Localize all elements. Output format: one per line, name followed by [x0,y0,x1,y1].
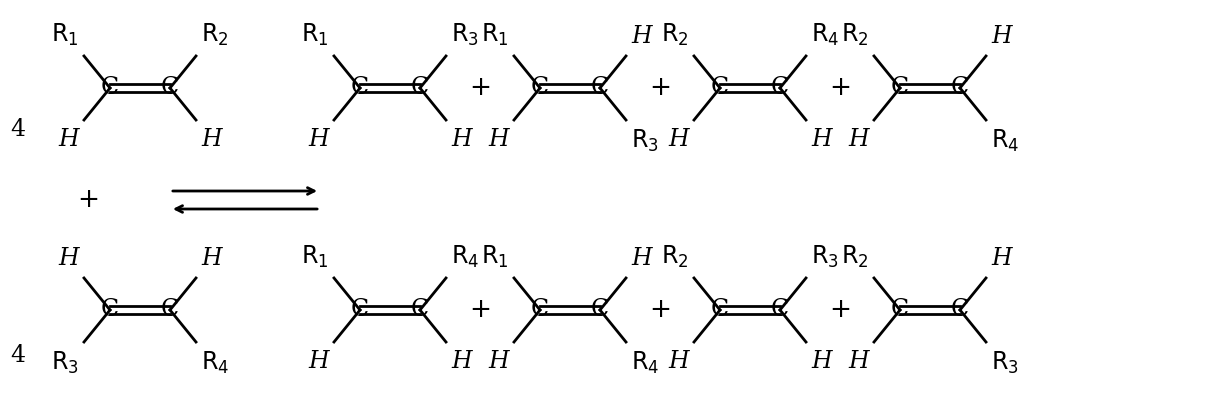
Text: C: C [531,76,549,100]
Text: $\mathregular{R_{1}}$: $\mathregular{R_{1}}$ [301,244,329,270]
Text: C: C [710,298,729,322]
Text: C: C [951,76,968,100]
Text: 4: 4 [10,119,26,142]
Text: $\mathregular{R_{4}}$: $\mathregular{R_{4}}$ [630,350,659,376]
Text: C: C [351,298,369,322]
Text: H: H [669,128,689,151]
Text: $\mathregular{R_{2}}$: $\mathregular{R_{2}}$ [842,244,869,270]
Text: $\mathregular{R_{1}}$: $\mathregular{R_{1}}$ [301,22,329,48]
Text: C: C [410,298,429,322]
Text: $\mathregular{R_{3}}$: $\mathregular{R_{3}}$ [811,244,838,270]
Text: C: C [891,76,909,100]
Text: $\mathregular{R_{2}}$: $\mathregular{R_{2}}$ [661,22,689,48]
Text: C: C [951,298,968,322]
Text: 4: 4 [10,343,26,367]
Text: H: H [308,128,329,151]
Text: H: H [58,247,79,270]
Text: C: C [891,298,909,322]
Text: $\mathregular{R_{4}}$: $\mathregular{R_{4}}$ [202,350,229,376]
Text: H: H [669,350,689,373]
Text: H: H [58,128,79,151]
Text: C: C [351,76,369,100]
Text: H: H [451,350,472,373]
Text: +: + [830,297,850,323]
Text: H: H [991,247,1011,270]
Text: H: H [991,25,1011,48]
Text: $\mathregular{R_{4}}$: $\mathregular{R_{4}}$ [991,128,1019,154]
Text: C: C [531,298,549,322]
Text: $\mathregular{R_{3}}$: $\mathregular{R_{3}}$ [991,350,1019,376]
Text: C: C [161,76,179,100]
Text: +: + [830,75,850,101]
Text: C: C [591,298,610,322]
Text: $\mathregular{R_{3}}$: $\mathregular{R_{3}}$ [630,128,659,154]
Text: H: H [848,350,869,373]
Text: $\mathregular{R_{1}}$: $\mathregular{R_{1}}$ [52,22,79,48]
Text: H: H [811,128,832,151]
Text: H: H [488,350,509,373]
Text: C: C [101,298,119,322]
Text: $\mathregular{R_{2}}$: $\mathregular{R_{2}}$ [661,244,689,270]
Text: $\mathregular{R_{2}}$: $\mathregular{R_{2}}$ [202,22,229,48]
Text: $\mathregular{R_{1}}$: $\mathregular{R_{1}}$ [482,244,509,270]
Text: C: C [771,76,789,100]
Text: H: H [488,128,509,151]
Text: H: H [202,247,221,270]
Text: +: + [649,297,671,323]
Text: $\mathregular{R_{2}}$: $\mathregular{R_{2}}$ [842,22,869,48]
Text: C: C [101,76,119,100]
Text: $\mathregular{R_{1}}$: $\mathregular{R_{1}}$ [482,22,509,48]
Text: H: H [630,247,651,270]
Text: C: C [161,298,179,322]
Text: +: + [469,297,492,323]
Text: H: H [630,25,651,48]
Text: $\mathregular{R_{3}}$: $\mathregular{R_{3}}$ [52,350,79,376]
Text: C: C [591,76,610,100]
Text: $\mathregular{R_{4}}$: $\mathregular{R_{4}}$ [811,22,839,48]
Text: $\mathregular{R_{3}}$: $\mathregular{R_{3}}$ [451,22,479,48]
Text: H: H [451,128,472,151]
Text: C: C [710,76,729,100]
Text: H: H [848,128,869,151]
Text: H: H [202,128,221,151]
Text: +: + [649,75,671,101]
Text: C: C [410,76,429,100]
Text: +: + [77,187,100,213]
Text: $\mathregular{R_{4}}$: $\mathregular{R_{4}}$ [451,244,479,270]
Text: C: C [771,298,789,322]
Text: +: + [469,75,492,101]
Text: H: H [308,350,329,373]
Text: H: H [811,350,832,373]
